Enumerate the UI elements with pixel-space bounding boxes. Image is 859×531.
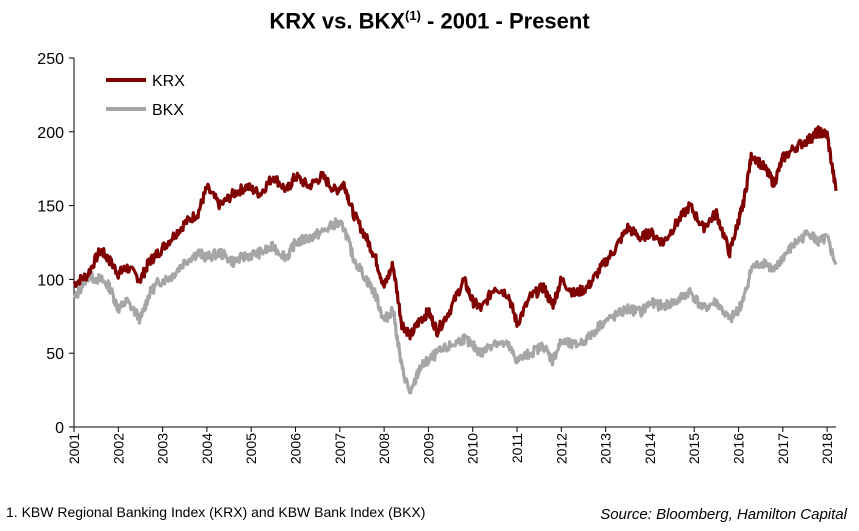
- series-layer: [72, 125, 838, 395]
- x-tick-label: 2001: [66, 433, 82, 464]
- x-tick-label: 2010: [465, 433, 481, 464]
- x-tick-label: 2009: [420, 433, 436, 464]
- chart-title-suffix: - 2001 - Present: [420, 8, 590, 34]
- x-tick-label: 2016: [731, 433, 747, 464]
- y-tick-label: 50: [46, 346, 64, 363]
- x-tick-label: 2005: [243, 433, 259, 464]
- x-axis: 2001 2002 2003 2004 2005 2006 2007 2008 2009 2010…: [66, 426, 836, 464]
- chart-title: KRX vs. BKX(1) - 2001 - Present: [0, 8, 859, 34]
- x-tick-label: 2012: [553, 433, 569, 464]
- legend-label-bkx: BKX: [152, 102, 184, 119]
- x-tick-label: 2015: [686, 433, 702, 464]
- x-tick-label: 2003: [155, 433, 171, 464]
- y-tick-label: 250: [37, 51, 64, 68]
- chart-title-superscript: (1): [405, 8, 421, 23]
- x-tick-label: 2008: [376, 433, 392, 464]
- x-tick-label: 2002: [110, 433, 126, 464]
- y-tick-label: 100: [37, 272, 64, 289]
- chart-title-main: KRX vs. BKX: [269, 8, 406, 34]
- x-tick-label: 2017: [775, 433, 791, 464]
- y-axis: 0 50 100 150 200 250: [37, 51, 75, 437]
- series-line-bkx: [73, 217, 838, 395]
- series-line-krx: [72, 125, 838, 341]
- legend: KRX BKX: [106, 73, 185, 119]
- y-tick-label: 0: [55, 420, 64, 437]
- x-tick-label: 2014: [642, 433, 658, 464]
- legend-label-krx: KRX: [152, 73, 185, 90]
- y-tick-label: 200: [37, 125, 64, 142]
- x-tick-label: 2011: [509, 433, 525, 463]
- x-tick-label: 2004: [199, 433, 215, 464]
- footnote: 1. KBW Regional Banking Index (KRX) and …: [6, 504, 426, 520]
- y-tick-label: 150: [37, 199, 64, 216]
- x-tick-label: 2013: [598, 433, 614, 464]
- x-tick-label: 2018: [819, 433, 835, 464]
- x-tick-label: 2006: [288, 433, 304, 464]
- x-tick-label: 2007: [332, 433, 348, 464]
- source-note: Source: Bloomberg, Hamilton Capital: [600, 506, 847, 523]
